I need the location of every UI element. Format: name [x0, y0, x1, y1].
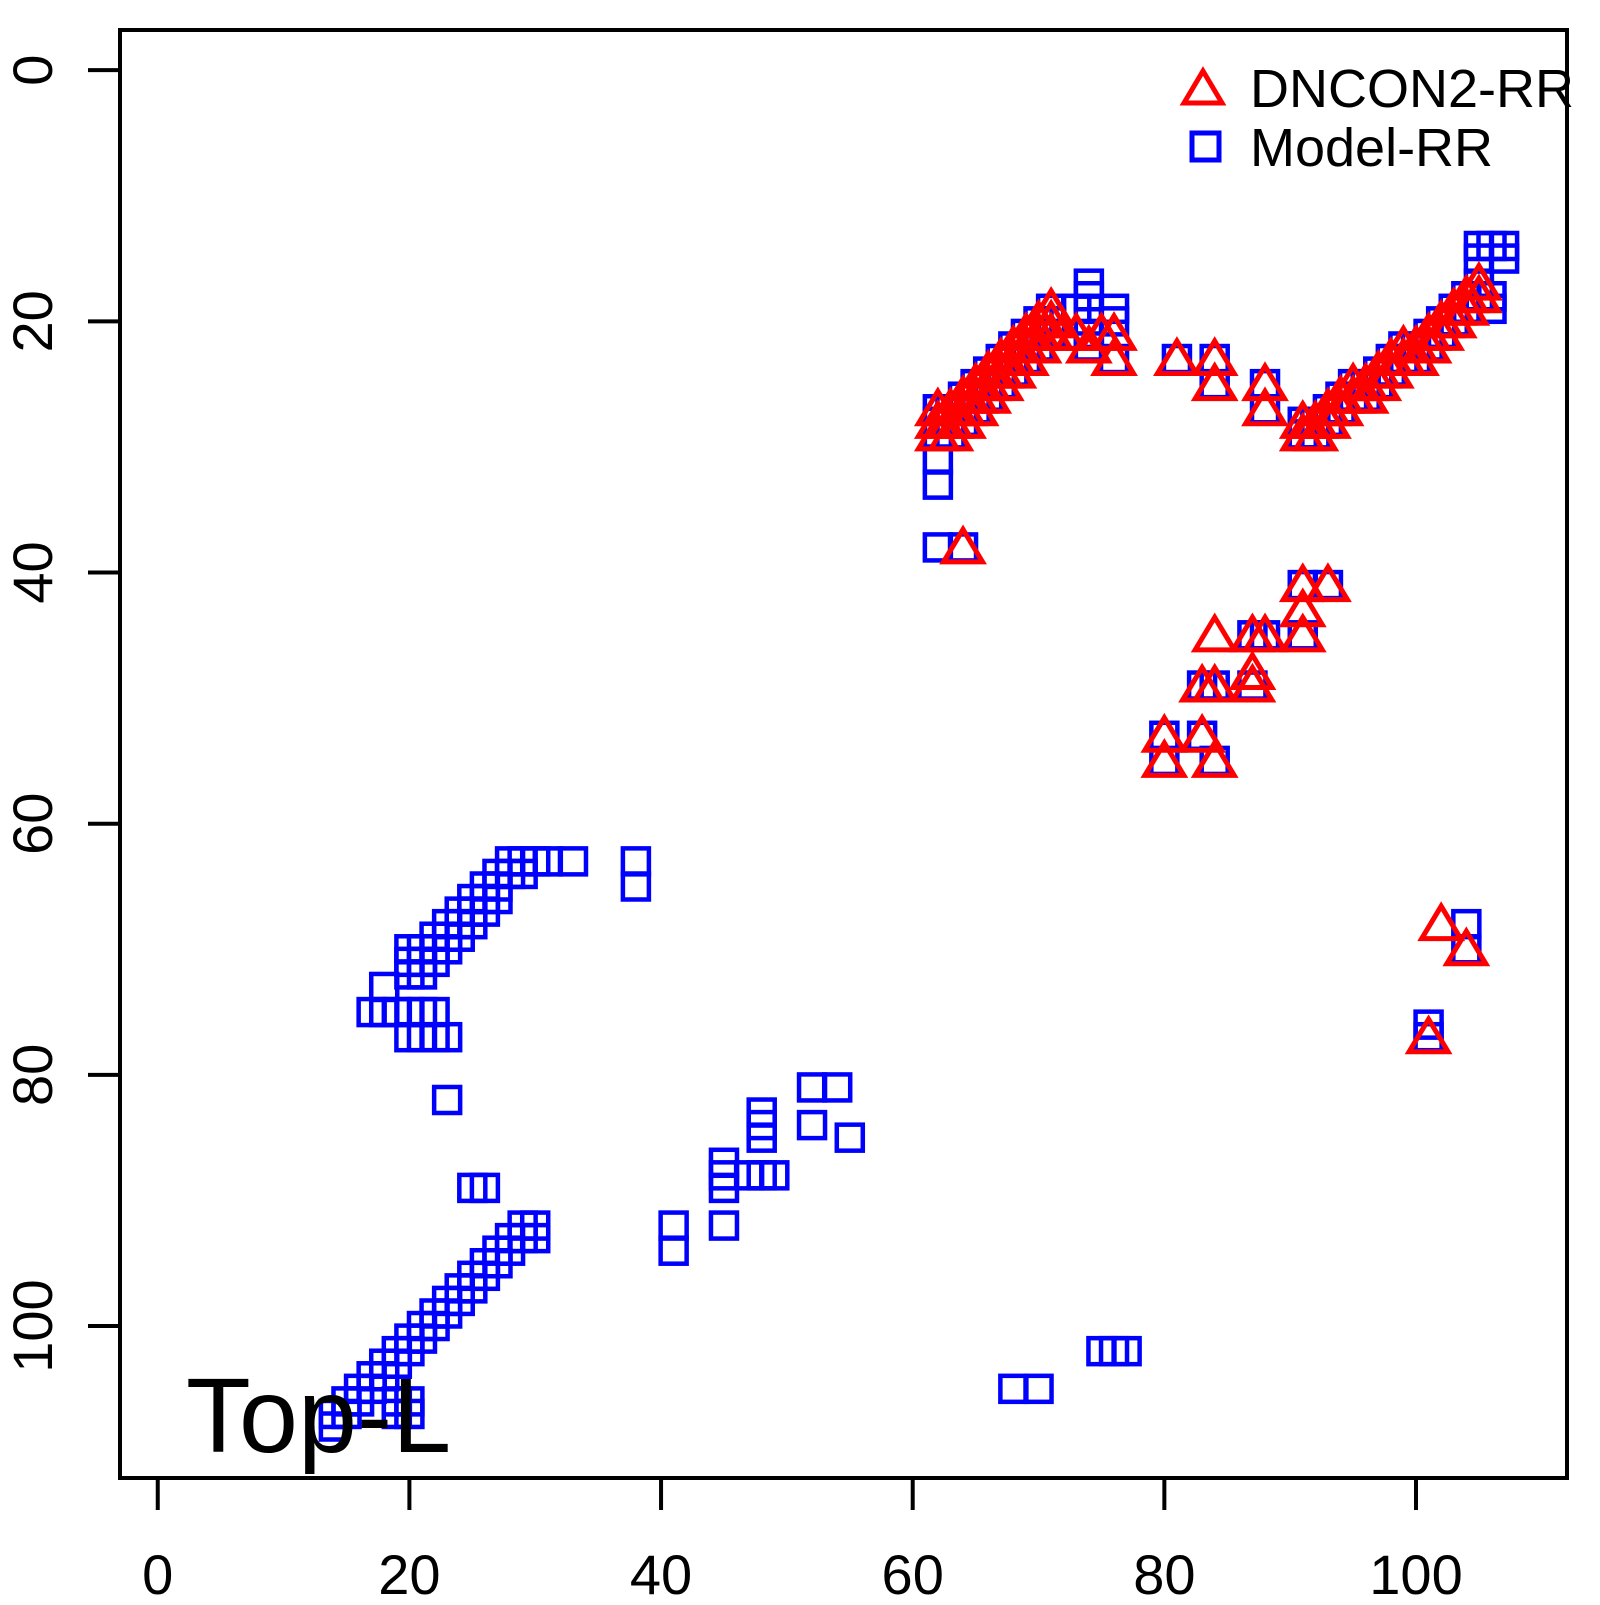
- x-tick-label: 0: [142, 1543, 173, 1600]
- triangle-marker: [976, 361, 1025, 402]
- square-marker: [1023, 1373, 1054, 1405]
- triangle-marker: [1304, 562, 1352, 603]
- y-tick-label: 0: [1, 55, 64, 86]
- triangle-marker: [1291, 411, 1340, 452]
- triangle-marker: [1455, 273, 1503, 314]
- x-tick-label: 20: [378, 1543, 440, 1600]
- legend-label-model-rr: Model-RR: [1250, 118, 1493, 178]
- square-marker: [796, 1072, 828, 1103]
- triangle-marker: [1341, 373, 1390, 414]
- y-tick-label: 40: [1, 541, 64, 603]
- square-marker: [658, 1235, 689, 1266]
- triangle-marker: [1190, 738, 1239, 778]
- square-marker: [998, 1373, 1029, 1405]
- square-marker: [1111, 1335, 1142, 1367]
- triangle-marker: [1090, 311, 1138, 351]
- dncon2-rr-points: [913, 260, 1503, 1055]
- y-tick-label: 80: [1, 1044, 64, 1106]
- square-marker: [922, 469, 954, 500]
- triangle-marker: [1404, 1014, 1453, 1055]
- triangle-marker: [1354, 361, 1403, 402]
- triangle-marker: [1140, 712, 1189, 753]
- square-marker: [1488, 243, 1520, 274]
- triangle-marker: [1241, 386, 1289, 427]
- triangle-marker: [1228, 650, 1277, 690]
- triangle-marker: [1404, 323, 1453, 364]
- triangle-marker: [1241, 612, 1289, 653]
- y-tick-label: 60: [1, 793, 64, 855]
- square-marker: [519, 1222, 551, 1254]
- triangle-marker: [1064, 323, 1113, 364]
- x-tick-label: 60: [882, 1543, 944, 1600]
- triangle-marker: [1190, 336, 1239, 377]
- corner-annotation: Top-L: [186, 1357, 451, 1475]
- triangle-marker: [939, 524, 987, 565]
- triangle-marker: [1027, 285, 1076, 326]
- triangle-marker: [1090, 336, 1138, 377]
- triangle-marker: [1002, 336, 1050, 377]
- triangle-marker: [1178, 712, 1227, 753]
- square-legend-icon: [1189, 130, 1222, 163]
- square-marker: [620, 871, 652, 902]
- x-axis: 0 20 40 60 80 100: [142, 1478, 1463, 1605]
- legend: DNCON2-RR Model-RR: [1179, 59, 1574, 178]
- square-marker: [746, 1122, 777, 1153]
- square-marker: [821, 1072, 853, 1103]
- triangle-marker: [939, 398, 987, 439]
- y-tick-label: 20: [1, 290, 64, 352]
- triangle-marker: [1190, 612, 1239, 653]
- plot-border: [118, 28, 1569, 1480]
- triangle-marker: [926, 411, 975, 452]
- triangle-marker: [1417, 311, 1466, 351]
- square-marker: [834, 1122, 866, 1153]
- legend-label-dncon2-rr: DNCON2-RR: [1250, 59, 1574, 119]
- triangle-marker: [1153, 336, 1201, 377]
- triangle-marker: [1190, 361, 1239, 402]
- triangle-marker: [1190, 662, 1239, 703]
- square-marker: [658, 1210, 689, 1241]
- square-marker: [759, 1160, 790, 1191]
- triangle-marker: [1304, 398, 1352, 439]
- square-marker: [431, 1084, 463, 1116]
- triangle-marker: [951, 386, 1000, 427]
- triangle-marker: [1278, 562, 1327, 603]
- square-marker: [431, 1021, 463, 1053]
- x-tick-label: 40: [630, 1543, 692, 1600]
- square-marker: [796, 1109, 828, 1141]
- triangle-marker: [1429, 298, 1478, 339]
- triangle-marker: [1392, 336, 1440, 377]
- model-rr-points: [318, 230, 1520, 1442]
- square-marker: [708, 1210, 740, 1241]
- triangle-marker: [1442, 926, 1491, 967]
- triangle-marker: [1278, 612, 1327, 653]
- x-tick-label: 80: [1133, 1543, 1195, 1600]
- triangle-marker: [989, 348, 1038, 389]
- triangle-marker: [1278, 587, 1327, 628]
- triangle-legend-icon: [1179, 66, 1227, 106]
- triangle-marker: [1442, 285, 1491, 326]
- y-tick-label: 100: [1, 1279, 64, 1372]
- x-tick-label: 100: [1369, 1543, 1462, 1600]
- square-marker: [368, 971, 400, 1003]
- square-marker: [394, 1398, 425, 1430]
- triangle-marker: [1241, 361, 1289, 402]
- square-marker: [557, 846, 589, 877]
- y-axis: 0 20 40 60 80 100: [1, 55, 120, 1373]
- triangle-marker: [1228, 662, 1277, 703]
- square-marker: [620, 846, 652, 877]
- square-marker: [469, 1172, 501, 1204]
- triangle-marker: [1455, 260, 1503, 301]
- triangle-marker: [1140, 738, 1189, 778]
- triangle-marker: [964, 373, 1013, 414]
- triangle-marker: [1417, 901, 1466, 942]
